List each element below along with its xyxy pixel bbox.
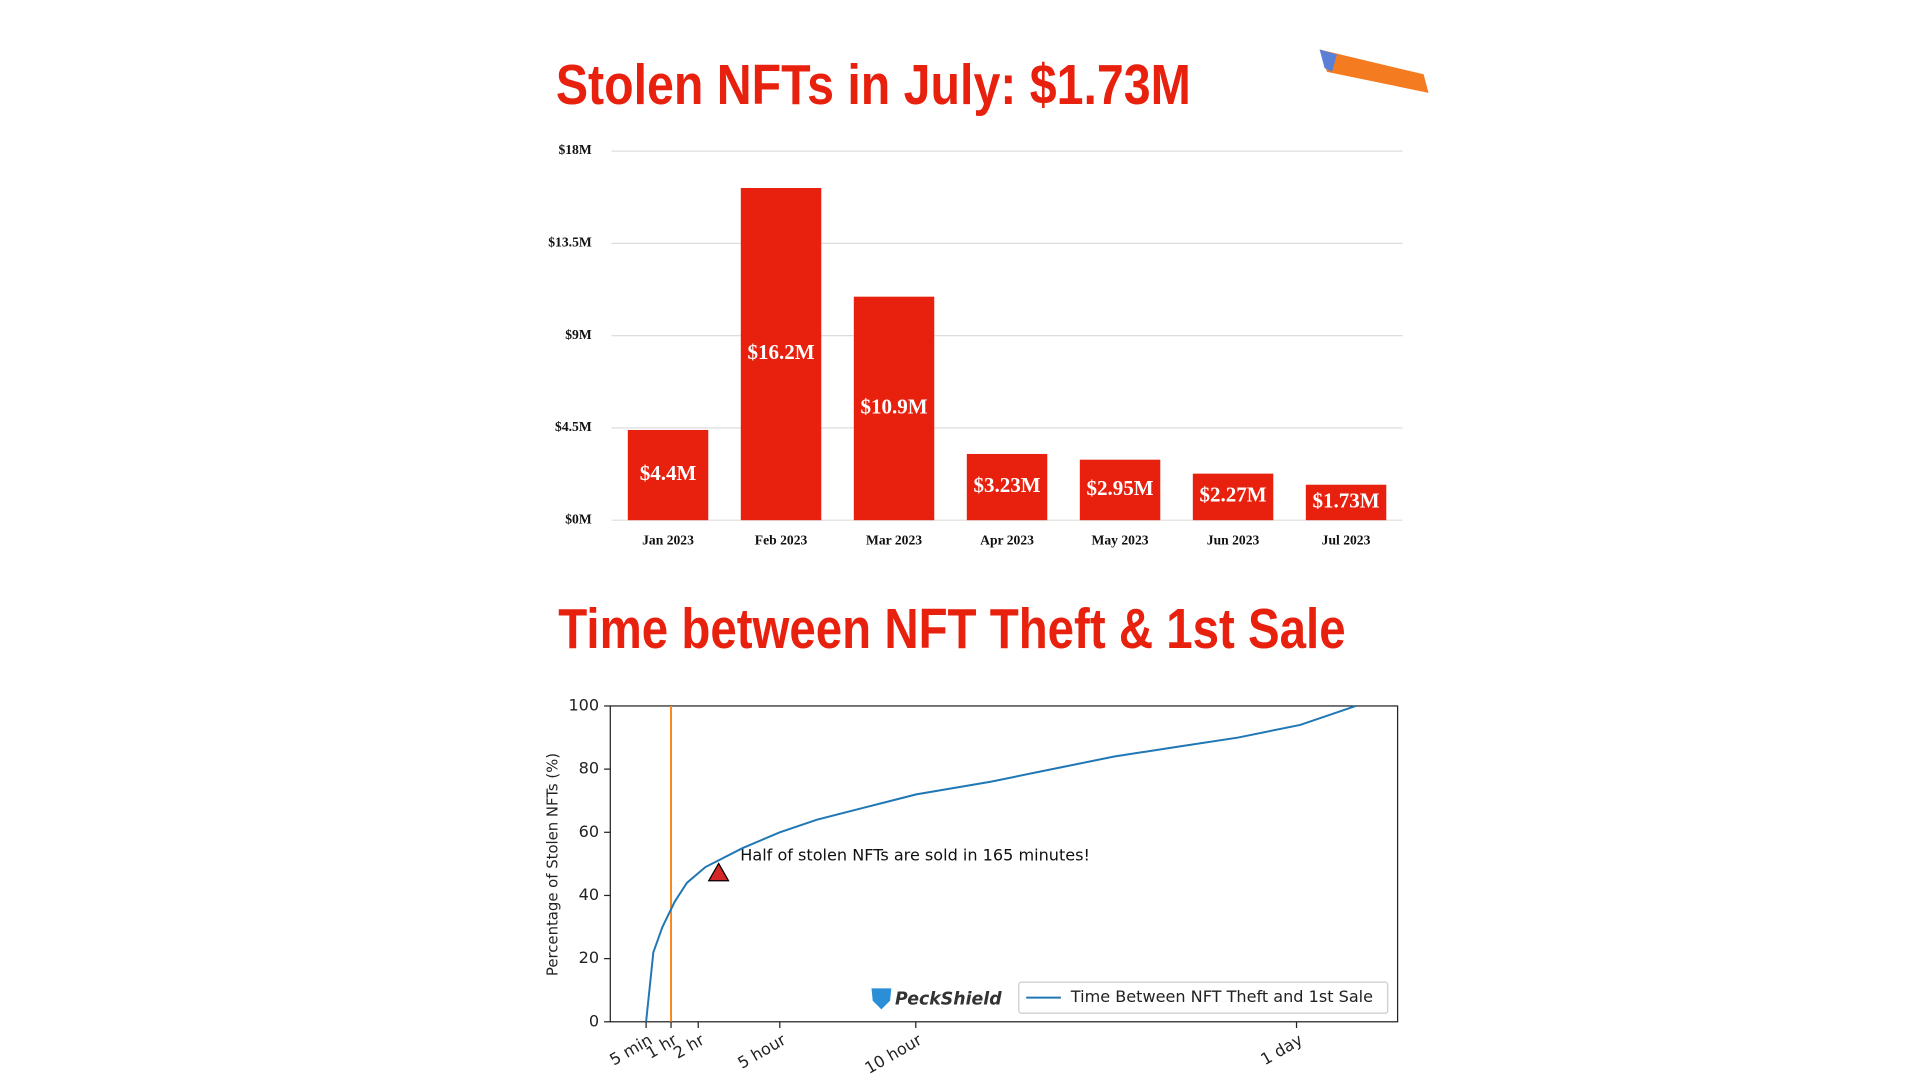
annotation: Half of stolen NFTs are sold in 165 minu… <box>740 845 1090 864</box>
bar <box>627 429 709 521</box>
bar <box>740 188 822 521</box>
y-tick-label: 40 <box>579 885 599 904</box>
x-tick-label: Jun 2023 <box>1207 532 1260 547</box>
watermark-logo: PeckShield <box>871 988 1002 1009</box>
x-tick-label: Feb 2023 <box>755 532 808 547</box>
x-tick-label: May 2023 <box>1092 532 1149 547</box>
bar <box>853 296 935 521</box>
y-tick-label: $9M <box>565 327 592 342</box>
y-tick-label: $0M <box>565 511 592 526</box>
y-tick-label: $13.5M <box>548 234 592 249</box>
y-tick-label: $18M <box>558 142 591 157</box>
annotation-marker <box>707 862 730 882</box>
y-tick-label: 0 <box>589 1011 599 1030</box>
watermark-text: PeckShield <box>895 989 1002 1009</box>
bar <box>1305 484 1387 521</box>
bar <box>1079 459 1161 521</box>
data-line <box>645 705 1357 1022</box>
shield-icon <box>871 988 892 1010</box>
legend-label: Time Between NFT Theft and 1st Sale <box>1070 987 1373 1006</box>
legend-box <box>1018 981 1389 1014</box>
y-tick-label: 60 <box>579 822 599 841</box>
x-tick-label: 1 day <box>1257 1030 1306 1069</box>
bar-value-label: $10.9M <box>860 394 927 418</box>
bar-value-label: $1.73M <box>1312 488 1379 512</box>
y-tick-label: $4.5M <box>555 419 592 434</box>
x-tick-label: Jan 2023 <box>642 532 694 547</box>
y-axis-label: Percentage of Stolen NFTs (%) <box>543 753 561 976</box>
plot-frame <box>609 705 1399 1023</box>
bar-value-label: $2.27M <box>1199 483 1266 507</box>
bar-value-label: $3.23M <box>973 473 1040 497</box>
x-tick-label: Apr 2023 <box>980 532 1034 547</box>
chart-title: Stolen NFTs in July: $1.73M <box>556 53 1191 117</box>
bar <box>1192 473 1274 521</box>
y-tick-label: 20 <box>579 948 599 967</box>
y-tick-label: 100 <box>568 695 599 714</box>
bar <box>966 453 1048 521</box>
x-tick-label: 2 hr <box>670 1030 708 1063</box>
bar-value-label: $2.95M <box>1086 476 1153 500</box>
x-tick-label: 5 hour <box>734 1030 789 1073</box>
x-tick-label: Mar 2023 <box>866 532 922 547</box>
y-tick-label: 80 <box>579 759 599 778</box>
bar-value-label: $16.2M <box>747 340 814 364</box>
bar-value-label: $4.4M <box>640 461 697 485</box>
x-tick-label: 10 hour <box>861 1030 925 1078</box>
x-tick-label: Jul 2023 <box>1322 532 1371 547</box>
chart-title: Time between NFT Theft & 1st Sale <box>558 597 1345 661</box>
brush-decoration <box>1319 49 1429 93</box>
brush-decoration <box>1319 49 1337 72</box>
